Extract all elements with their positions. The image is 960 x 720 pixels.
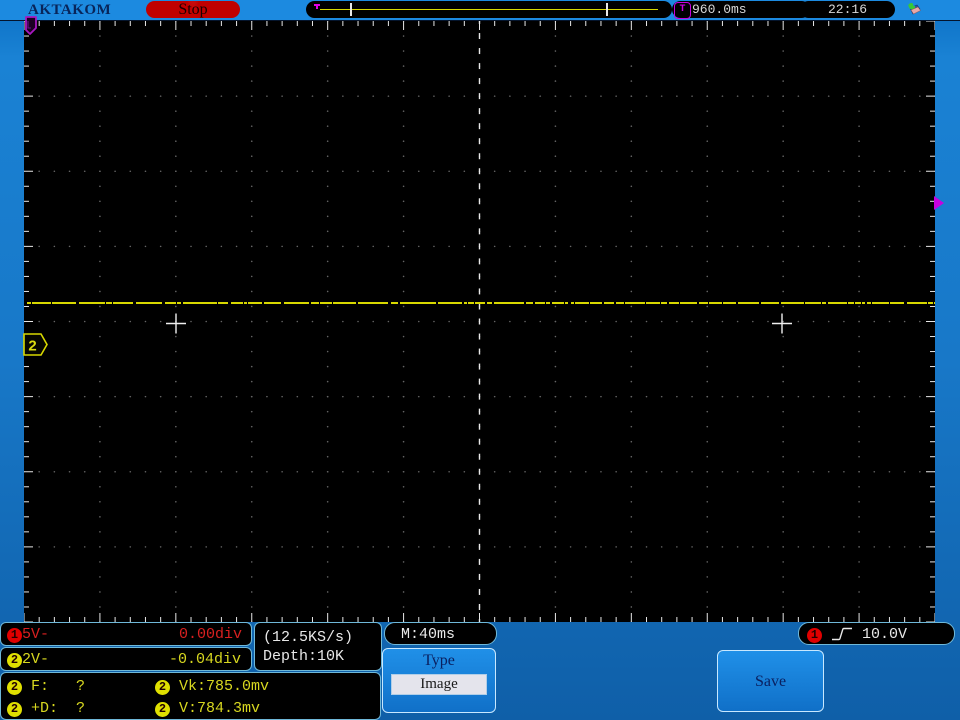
svg-text:2: 2 [28, 338, 36, 355]
